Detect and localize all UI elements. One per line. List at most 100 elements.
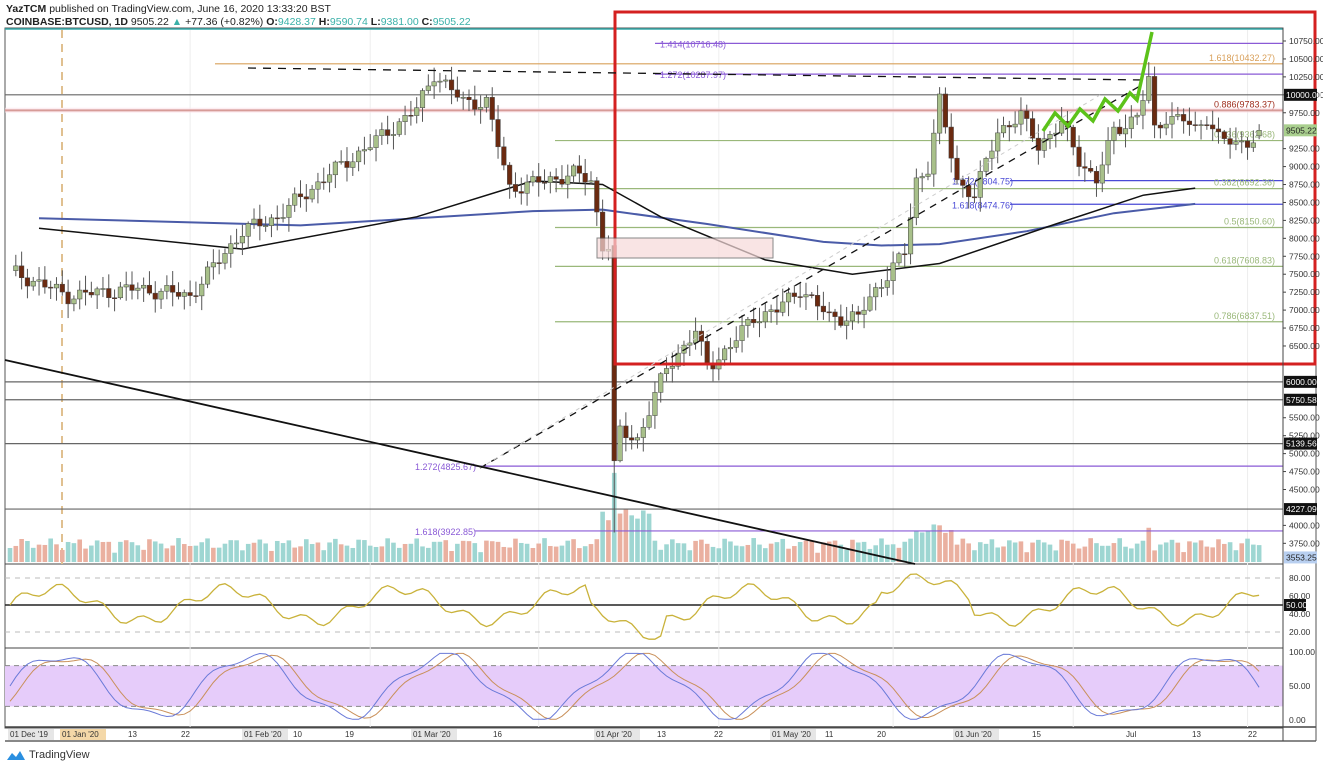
candle[interactable]	[745, 316, 751, 338]
candle[interactable]	[797, 282, 803, 308]
candle[interactable]	[385, 115, 391, 145]
candle[interactable]	[24, 268, 30, 299]
candle[interactable]	[646, 401, 652, 430]
candle[interactable]	[1047, 130, 1053, 150]
candle[interactable]	[135, 282, 141, 300]
candle[interactable]	[524, 174, 530, 206]
candle[interactable]	[42, 266, 48, 294]
candle[interactable]	[344, 147, 350, 182]
candle[interactable]	[507, 162, 513, 199]
candle[interactable]	[687, 330, 693, 357]
candle[interactable]	[652, 381, 658, 429]
candle[interactable]	[472, 85, 478, 116]
candle[interactable]	[170, 271, 176, 307]
candle[interactable]	[739, 315, 745, 353]
candle[interactable]	[309, 184, 315, 203]
candle[interactable]	[675, 344, 681, 370]
candle[interactable]	[297, 180, 304, 208]
candle[interactable]	[1122, 114, 1129, 148]
candle[interactable]	[257, 204, 263, 241]
candle[interactable]	[181, 289, 187, 310]
candle[interactable]	[431, 67, 437, 99]
candle[interactable]	[1169, 102, 1175, 139]
candle[interactable]	[77, 280, 83, 310]
candle[interactable]	[106, 274, 112, 308]
candle[interactable]	[1221, 129, 1227, 145]
candle[interactable]	[216, 249, 222, 275]
candle[interactable]	[419, 88, 426, 122]
candle[interactable]	[437, 72, 443, 93]
candle[interactable]	[768, 304, 774, 323]
candle[interactable]	[989, 139, 995, 171]
bullish-projection-path[interactable]	[1041, 31, 1154, 132]
candle[interactable]	[1070, 124, 1076, 156]
candle[interactable]	[129, 271, 135, 300]
candle[interactable]	[559, 165, 565, 188]
candle[interactable]	[164, 275, 170, 300]
candle[interactable]	[65, 279, 71, 319]
candle[interactable]	[396, 118, 402, 137]
candle[interactable]	[588, 171, 594, 185]
candle[interactable]	[826, 301, 832, 322]
candle[interactable]	[1256, 124, 1262, 140]
candle[interactable]	[327, 163, 333, 193]
candle[interactable]	[1233, 127, 1239, 151]
candle[interactable]	[512, 172, 519, 198]
candle[interactable]	[623, 412, 629, 452]
candle[interactable]	[356, 146, 362, 172]
candle[interactable]	[379, 122, 385, 145]
publisher-name[interactable]: YazTCM	[6, 3, 47, 15]
candle[interactable]	[268, 214, 274, 238]
candle[interactable]	[123, 271, 129, 301]
candle[interactable]	[710, 351, 716, 382]
candle[interactable]	[629, 425, 635, 450]
candle[interactable]	[960, 175, 966, 198]
candle[interactable]	[896, 251, 902, 266]
candle[interactable]	[30, 276, 36, 291]
candle[interactable]	[19, 251, 25, 290]
candle[interactable]	[727, 337, 733, 364]
candle[interactable]	[594, 176, 600, 226]
candle[interactable]	[1250, 130, 1256, 152]
candle[interactable]	[785, 287, 792, 317]
candle[interactable]	[565, 164, 571, 199]
candle[interactable]	[977, 160, 983, 212]
candlesticks[interactable]	[13, 62, 1262, 533]
symbol-label[interactable]: COINBASE:BTCUSD, 1D	[6, 16, 128, 28]
candle[interactable]	[774, 296, 780, 325]
candle[interactable]	[443, 74, 449, 89]
time-axis[interactable]: 01 Dec '19 01 Jan '20 13 22 01 Feb '20 10 19 01…	[8, 729, 1257, 740]
candle[interactable]	[634, 433, 641, 449]
candle[interactable]	[820, 291, 826, 320]
candle[interactable]	[82, 275, 89, 306]
candle[interactable]	[919, 172, 925, 193]
candle[interactable]	[466, 89, 472, 112]
candle[interactable]	[809, 291, 815, 299]
candle[interactable]	[582, 158, 588, 196]
candle[interactable]	[303, 184, 309, 212]
candle[interactable]	[315, 172, 321, 204]
candle[interactable]	[454, 76, 460, 102]
candle[interactable]	[367, 134, 373, 152]
candle[interactable]	[501, 136, 507, 171]
candle[interactable]	[1128, 105, 1134, 139]
candle[interactable]	[204, 261, 211, 289]
candle[interactable]	[495, 105, 501, 159]
candle[interactable]	[518, 177, 524, 205]
candle[interactable]	[234, 228, 240, 249]
candle[interactable]	[832, 308, 838, 331]
highlight-rectangle[interactable]	[613, 10, 1317, 366]
candle[interactable]	[94, 286, 100, 309]
candle[interactable]	[175, 282, 182, 300]
candle[interactable]	[571, 163, 577, 184]
candle[interactable]	[1186, 107, 1192, 136]
candle[interactable]	[948, 113, 954, 173]
candle[interactable]	[1146, 62, 1152, 104]
candle[interactable]	[408, 100, 414, 126]
candle[interactable]	[576, 155, 582, 184]
candle[interactable]	[449, 66, 455, 105]
candle[interactable]	[890, 251, 896, 295]
candle[interactable]	[1163, 112, 1169, 136]
candle[interactable]	[1181, 108, 1187, 134]
